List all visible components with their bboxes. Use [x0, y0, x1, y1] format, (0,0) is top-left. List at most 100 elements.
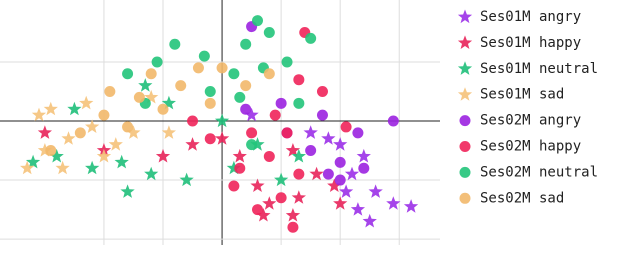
point — [151, 56, 163, 68]
point — [322, 168, 334, 180]
point — [85, 119, 100, 133]
point — [275, 97, 287, 109]
point — [316, 86, 328, 98]
point — [216, 62, 228, 74]
point — [74, 127, 86, 139]
point — [20, 160, 35, 175]
legend-marker — [457, 61, 473, 75]
point — [61, 131, 76, 145]
point — [293, 168, 305, 180]
legend-marker — [459, 192, 471, 204]
point — [133, 91, 145, 103]
point — [228, 68, 240, 80]
legend-marker — [457, 87, 473, 101]
point — [262, 196, 277, 210]
point — [37, 143, 52, 157]
point — [45, 145, 57, 157]
point — [252, 15, 264, 27]
point — [240, 103, 252, 115]
point — [234, 162, 246, 174]
point — [321, 131, 336, 145]
point — [327, 178, 342, 192]
point — [226, 160, 241, 175]
point — [49, 148, 64, 163]
point — [291, 148, 306, 163]
legend-marker — [459, 115, 471, 127]
point — [281, 127, 293, 139]
point — [339, 184, 354, 198]
legend-label: Ses02M angry — [480, 113, 581, 129]
point — [145, 68, 157, 80]
point — [161, 95, 176, 110]
point — [356, 148, 371, 163]
point — [240, 38, 252, 50]
point — [187, 115, 199, 127]
point — [85, 160, 100, 175]
point — [144, 89, 159, 104]
point — [246, 127, 258, 139]
point — [305, 145, 317, 157]
point — [114, 154, 129, 169]
point — [204, 97, 216, 109]
point — [122, 68, 134, 80]
point — [244, 107, 259, 122]
point — [263, 26, 275, 38]
legend-label: Ses01M angry — [480, 9, 581, 25]
point — [291, 190, 306, 204]
point — [281, 56, 293, 68]
point — [285, 143, 301, 157]
point — [96, 148, 112, 163]
point — [232, 148, 247, 163]
point — [350, 202, 365, 216]
point — [250, 178, 265, 192]
point — [204, 133, 216, 145]
legend-marker — [457, 9, 473, 24]
legend-label: Ses02M happy — [480, 139, 581, 155]
point — [358, 162, 370, 174]
legend-marker — [459, 141, 471, 152]
point — [214, 131, 230, 145]
legend-label: Ses02M sad — [480, 190, 564, 206]
point — [387, 115, 399, 127]
point — [104, 86, 116, 98]
point — [293, 74, 305, 86]
point — [198, 50, 210, 62]
point — [305, 32, 317, 44]
point — [98, 109, 110, 121]
point — [179, 172, 194, 187]
point — [240, 80, 252, 92]
legend-label: Ses01M happy — [480, 35, 581, 51]
point — [250, 137, 265, 151]
point — [269, 109, 281, 121]
point — [161, 125, 176, 139]
point — [275, 192, 287, 204]
point — [192, 62, 204, 74]
point — [333, 196, 348, 210]
point — [252, 204, 264, 216]
point — [303, 125, 318, 139]
point — [386, 196, 401, 210]
point — [25, 154, 41, 169]
point — [43, 101, 58, 116]
point — [138, 78, 153, 92]
point — [126, 125, 141, 139]
point — [157, 103, 169, 115]
point — [67, 101, 82, 116]
legend-marker — [457, 35, 473, 49]
point — [362, 213, 377, 228]
point — [274, 172, 289, 187]
point — [120, 184, 135, 198]
point — [263, 68, 275, 80]
point — [309, 166, 324, 181]
point — [234, 91, 246, 103]
point — [333, 137, 348, 151]
point — [352, 127, 364, 139]
point — [169, 38, 181, 50]
point — [122, 121, 134, 133]
point — [263, 150, 275, 162]
legend-label: Ses01M neutral — [480, 61, 598, 77]
point — [37, 125, 52, 139]
legend-marker — [459, 166, 471, 178]
point — [293, 97, 305, 109]
